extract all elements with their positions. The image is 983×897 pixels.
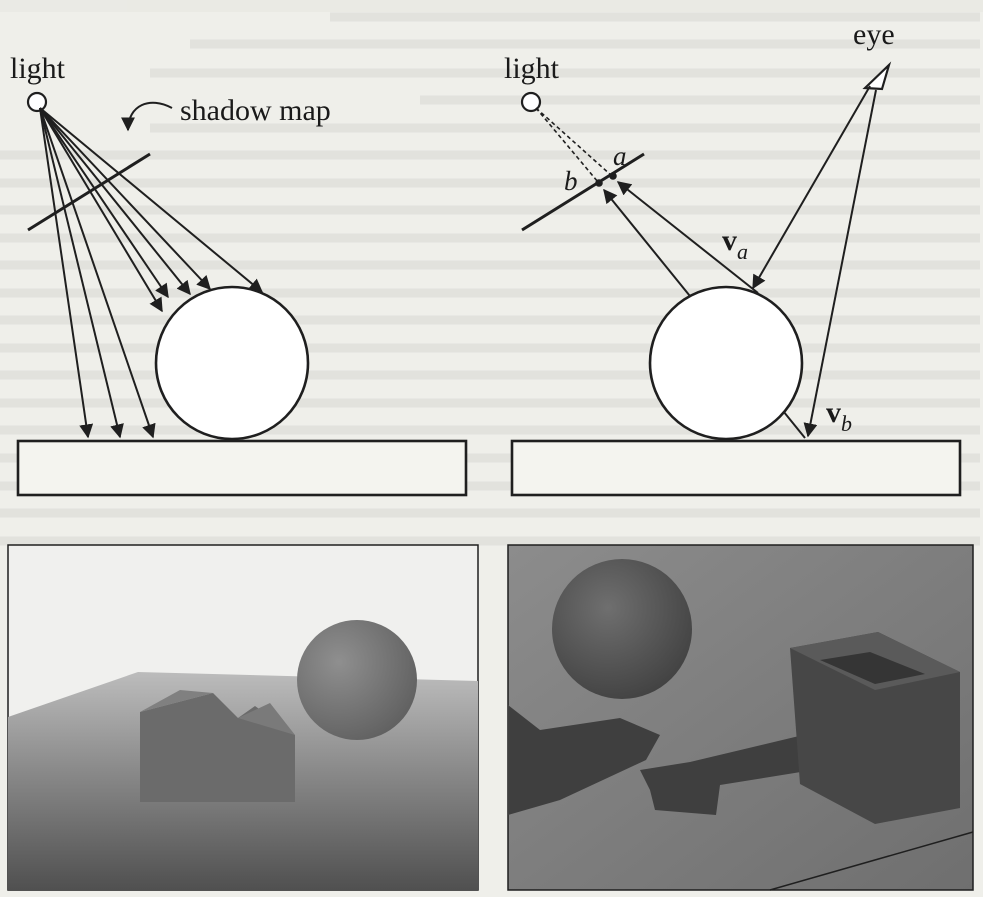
left-render-block bbox=[140, 690, 295, 802]
right-render-sphere bbox=[552, 559, 692, 699]
point-b-marker bbox=[595, 179, 603, 187]
point-a-label: a bbox=[613, 141, 627, 171]
left-ground-plane bbox=[16, 439, 468, 497]
left-sphere bbox=[154, 285, 310, 441]
vector-a-label: va bbox=[722, 224, 748, 264]
shadow-map-label: shadow map bbox=[180, 94, 331, 127]
eye-ray-to-sphere bbox=[752, 85, 871, 290]
left-light-source-icon bbox=[26, 91, 48, 113]
left-render-image bbox=[7, 544, 479, 891]
right-shadow-map-plane bbox=[521, 152, 645, 232]
right-light-source-icon bbox=[520, 91, 542, 113]
light-rays bbox=[39, 107, 264, 439]
shadow-map-plane bbox=[27, 152, 151, 232]
eye-ray-to-ground bbox=[803, 89, 877, 438]
point-a-marker bbox=[609, 172, 617, 180]
right-light-label: light bbox=[504, 52, 560, 85]
dashed-ray-a bbox=[535, 107, 613, 177]
left-light-label: light bbox=[10, 52, 66, 85]
shadow-map-pointer-arrow bbox=[121, 101, 173, 132]
eye-icon bbox=[862, 61, 892, 91]
vector-b-label: vb bbox=[826, 396, 852, 436]
vector-b-subscript: b bbox=[841, 411, 852, 436]
right-render-block bbox=[790, 632, 960, 824]
right-render-sphere-shadow bbox=[508, 705, 660, 815]
vector-a-symbol: v bbox=[722, 224, 737, 257]
point-b-label: b bbox=[564, 166, 578, 196]
dashed-ray-b bbox=[535, 107, 599, 183]
right-ground-plane bbox=[510, 439, 962, 497]
right-render-image bbox=[507, 544, 974, 891]
vector-a-line bbox=[616, 181, 759, 294]
vector-a-subscript: a bbox=[737, 239, 748, 264]
right-sphere bbox=[648, 285, 804, 441]
vector-b-symbol: v bbox=[826, 396, 841, 429]
eye-label: eye bbox=[853, 18, 895, 51]
right-diagram: light eye a b va vb bbox=[504, 18, 962, 497]
right-render-floor-edge bbox=[769, 831, 974, 891]
left-diagram: light shadow map bbox=[10, 52, 468, 497]
left-render-sphere bbox=[297, 620, 417, 740]
